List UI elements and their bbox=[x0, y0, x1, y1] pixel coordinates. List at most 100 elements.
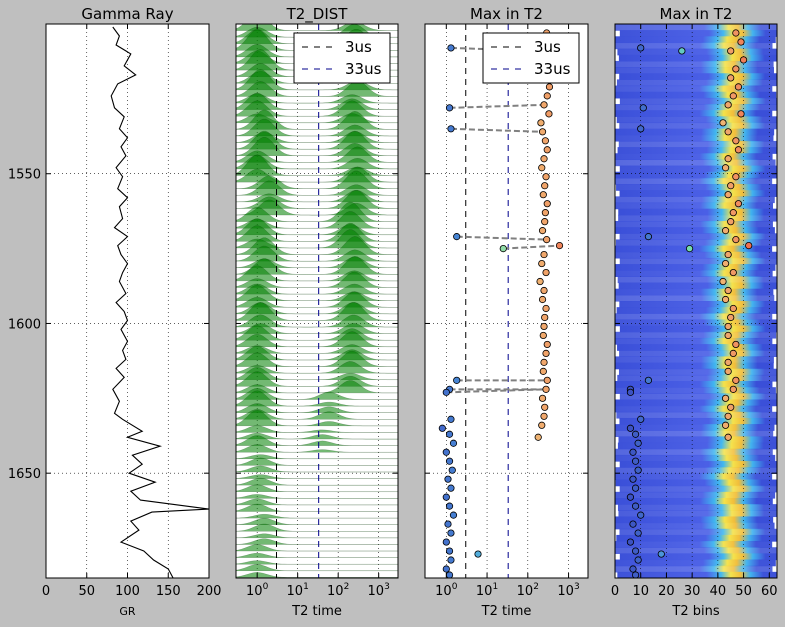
heat-band bbox=[615, 491, 776, 499]
heat-band bbox=[617, 571, 777, 578]
data-point bbox=[538, 164, 546, 172]
heat-band bbox=[617, 147, 777, 154]
data-point bbox=[539, 191, 547, 199]
data-point bbox=[445, 571, 454, 578]
data-point bbox=[447, 44, 455, 52]
x-tick-label: 0 bbox=[611, 584, 619, 599]
heat-band bbox=[619, 393, 777, 401]
data-point bbox=[634, 466, 642, 474]
data-point bbox=[732, 376, 740, 384]
heat-band bbox=[619, 553, 777, 561]
heat-band bbox=[619, 30, 777, 37]
heat-band bbox=[618, 436, 777, 444]
heat-band bbox=[615, 430, 774, 438]
data-point bbox=[644, 376, 653, 384]
max-in-t2-heatmap-panel: 0 10 20 30 40 50 60 Max in T2 T2 bins bbox=[611, 5, 778, 619]
data-point bbox=[727, 74, 735, 82]
data-point bbox=[734, 146, 743, 154]
data-point bbox=[449, 439, 458, 447]
heat-band bbox=[615, 294, 775, 302]
data-point bbox=[724, 433, 732, 441]
data-point bbox=[721, 394, 730, 402]
heat-band bbox=[619, 485, 777, 493]
t2-dist-curve bbox=[236, 544, 398, 552]
heat-band bbox=[615, 153, 773, 161]
x-axis-label: T2 time bbox=[291, 604, 342, 619]
heat-band bbox=[615, 110, 773, 117]
data-point bbox=[542, 304, 550, 313]
heat-band bbox=[615, 559, 776, 567]
x-tick-label: 101 bbox=[287, 582, 309, 599]
x-tick-label: 50 bbox=[78, 584, 95, 599]
t2-dist-curve bbox=[236, 271, 398, 288]
panel-title: Gamma Ray bbox=[81, 5, 173, 23]
x-axis-label: GR bbox=[119, 605, 136, 618]
data-point bbox=[724, 155, 732, 163]
heat-band bbox=[615, 516, 774, 524]
data-point bbox=[447, 415, 455, 423]
data-point bbox=[534, 433, 542, 441]
y-tick-label: 1550 bbox=[8, 168, 41, 183]
data-point bbox=[678, 47, 686, 55]
data-point bbox=[445, 430, 454, 438]
heat-band bbox=[619, 190, 777, 197]
heat-band bbox=[615, 251, 777, 259]
panel-title: Max in T2 bbox=[470, 5, 543, 23]
x-tick-label: 100 bbox=[246, 582, 269, 599]
data-point bbox=[724, 358, 732, 366]
panel-title: Max in T2 bbox=[660, 5, 733, 23]
data-point bbox=[445, 547, 454, 555]
heat-band bbox=[619, 325, 777, 333]
data-point bbox=[729, 304, 737, 313]
data-point bbox=[745, 242, 753, 250]
t2-dist-curve bbox=[236, 444, 398, 453]
data-point bbox=[634, 529, 642, 537]
heat-band bbox=[617, 48, 777, 56]
data-point bbox=[634, 556, 642, 564]
heat-band bbox=[615, 399, 777, 407]
x-tick-label: 100 bbox=[435, 582, 458, 599]
heat-band bbox=[618, 54, 777, 62]
heat-band bbox=[619, 165, 777, 173]
heat-band bbox=[615, 159, 776, 167]
data-point bbox=[555, 242, 564, 250]
data-point bbox=[542, 385, 550, 393]
data-point bbox=[536, 277, 544, 286]
peak-connector bbox=[456, 235, 547, 241]
heat-band bbox=[615, 227, 775, 234]
x-tick-label: 60 bbox=[761, 584, 778, 599]
heat-band bbox=[618, 214, 777, 222]
data-point bbox=[732, 236, 740, 244]
data-point bbox=[541, 209, 549, 217]
data-point bbox=[541, 218, 549, 226]
x-tick-label: 40 bbox=[710, 584, 727, 599]
data-point bbox=[499, 244, 507, 253]
data-point bbox=[727, 313, 735, 322]
data-point bbox=[724, 367, 732, 375]
heat-band bbox=[615, 264, 776, 271]
data-point bbox=[719, 119, 727, 127]
data-point bbox=[629, 520, 637, 528]
heat-band bbox=[615, 67, 774, 74]
data-point bbox=[631, 571, 640, 578]
heat-band bbox=[615, 196, 775, 204]
data-point bbox=[629, 448, 637, 456]
data-point bbox=[626, 424, 635, 432]
data-point bbox=[729, 209, 737, 217]
heat-band bbox=[619, 461, 777, 468]
t2-dist-curve bbox=[236, 425, 398, 433]
data-point bbox=[732, 173, 740, 181]
data-point bbox=[729, 92, 737, 100]
data-point bbox=[540, 412, 548, 420]
data-point bbox=[637, 125, 645, 133]
data-point bbox=[727, 403, 735, 411]
legend-label: 3us bbox=[345, 38, 372, 56]
data-point bbox=[727, 218, 735, 226]
y-tick-label: 1650 bbox=[8, 467, 41, 482]
data-point bbox=[644, 233, 653, 241]
heat-band bbox=[615, 448, 773, 456]
t2-dist-curve bbox=[236, 533, 398, 539]
data-point bbox=[685, 244, 694, 253]
heat-band bbox=[619, 97, 777, 105]
max-in-t2-scatter-panel: 100 101 102 103 Max in T2 T2 time 3us 33us bbox=[424, 5, 589, 619]
